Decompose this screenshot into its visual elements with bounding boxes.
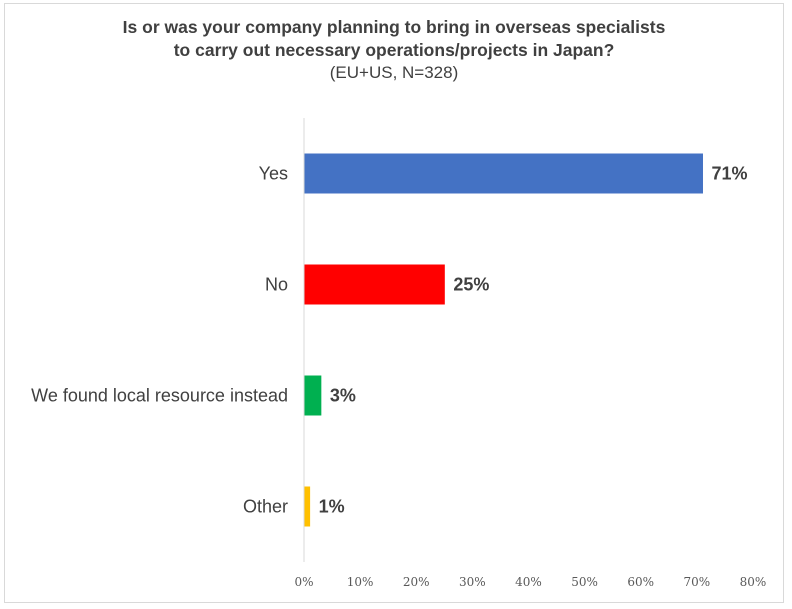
- bar-1: [304, 264, 445, 305]
- x-tick-label-1: 10%: [347, 575, 374, 589]
- category-label-0: Yes: [259, 164, 288, 184]
- data-label-2: 3%: [330, 386, 356, 406]
- chart-subtitle: (EU+US, N=328): [329, 63, 459, 82]
- x-tick-label-2: 20%: [403, 575, 430, 589]
- category-label-3: Other: [243, 497, 288, 517]
- bar-0: [304, 153, 703, 194]
- x-tick-label-6: 60%: [627, 575, 654, 589]
- data-label-0: 71%: [711, 164, 747, 184]
- x-tick-label-5: 50%: [571, 575, 598, 589]
- category-label-1: No: [265, 275, 288, 295]
- x-tick-label-7: 70%: [684, 575, 711, 589]
- data-label-3: 1%: [319, 497, 345, 517]
- chart-title-line-2: to carry out necessary operations/projec…: [173, 40, 615, 60]
- x-tick-label-0: 0%: [294, 575, 313, 589]
- x-tick-label-4: 40%: [515, 575, 542, 589]
- chart-title: Is or was your company planning to bring…: [5, 16, 783, 84]
- x-tick-label-3: 30%: [459, 575, 486, 589]
- bar-3: [304, 486, 311, 527]
- category-label-2: We found local resource instead: [31, 386, 288, 406]
- chart-title-line-1: Is or was your company planning to bring…: [122, 17, 666, 37]
- data-label-1: 25%: [453, 275, 489, 295]
- x-tick-label-8: 80%: [740, 575, 767, 589]
- bar-2: [304, 375, 322, 416]
